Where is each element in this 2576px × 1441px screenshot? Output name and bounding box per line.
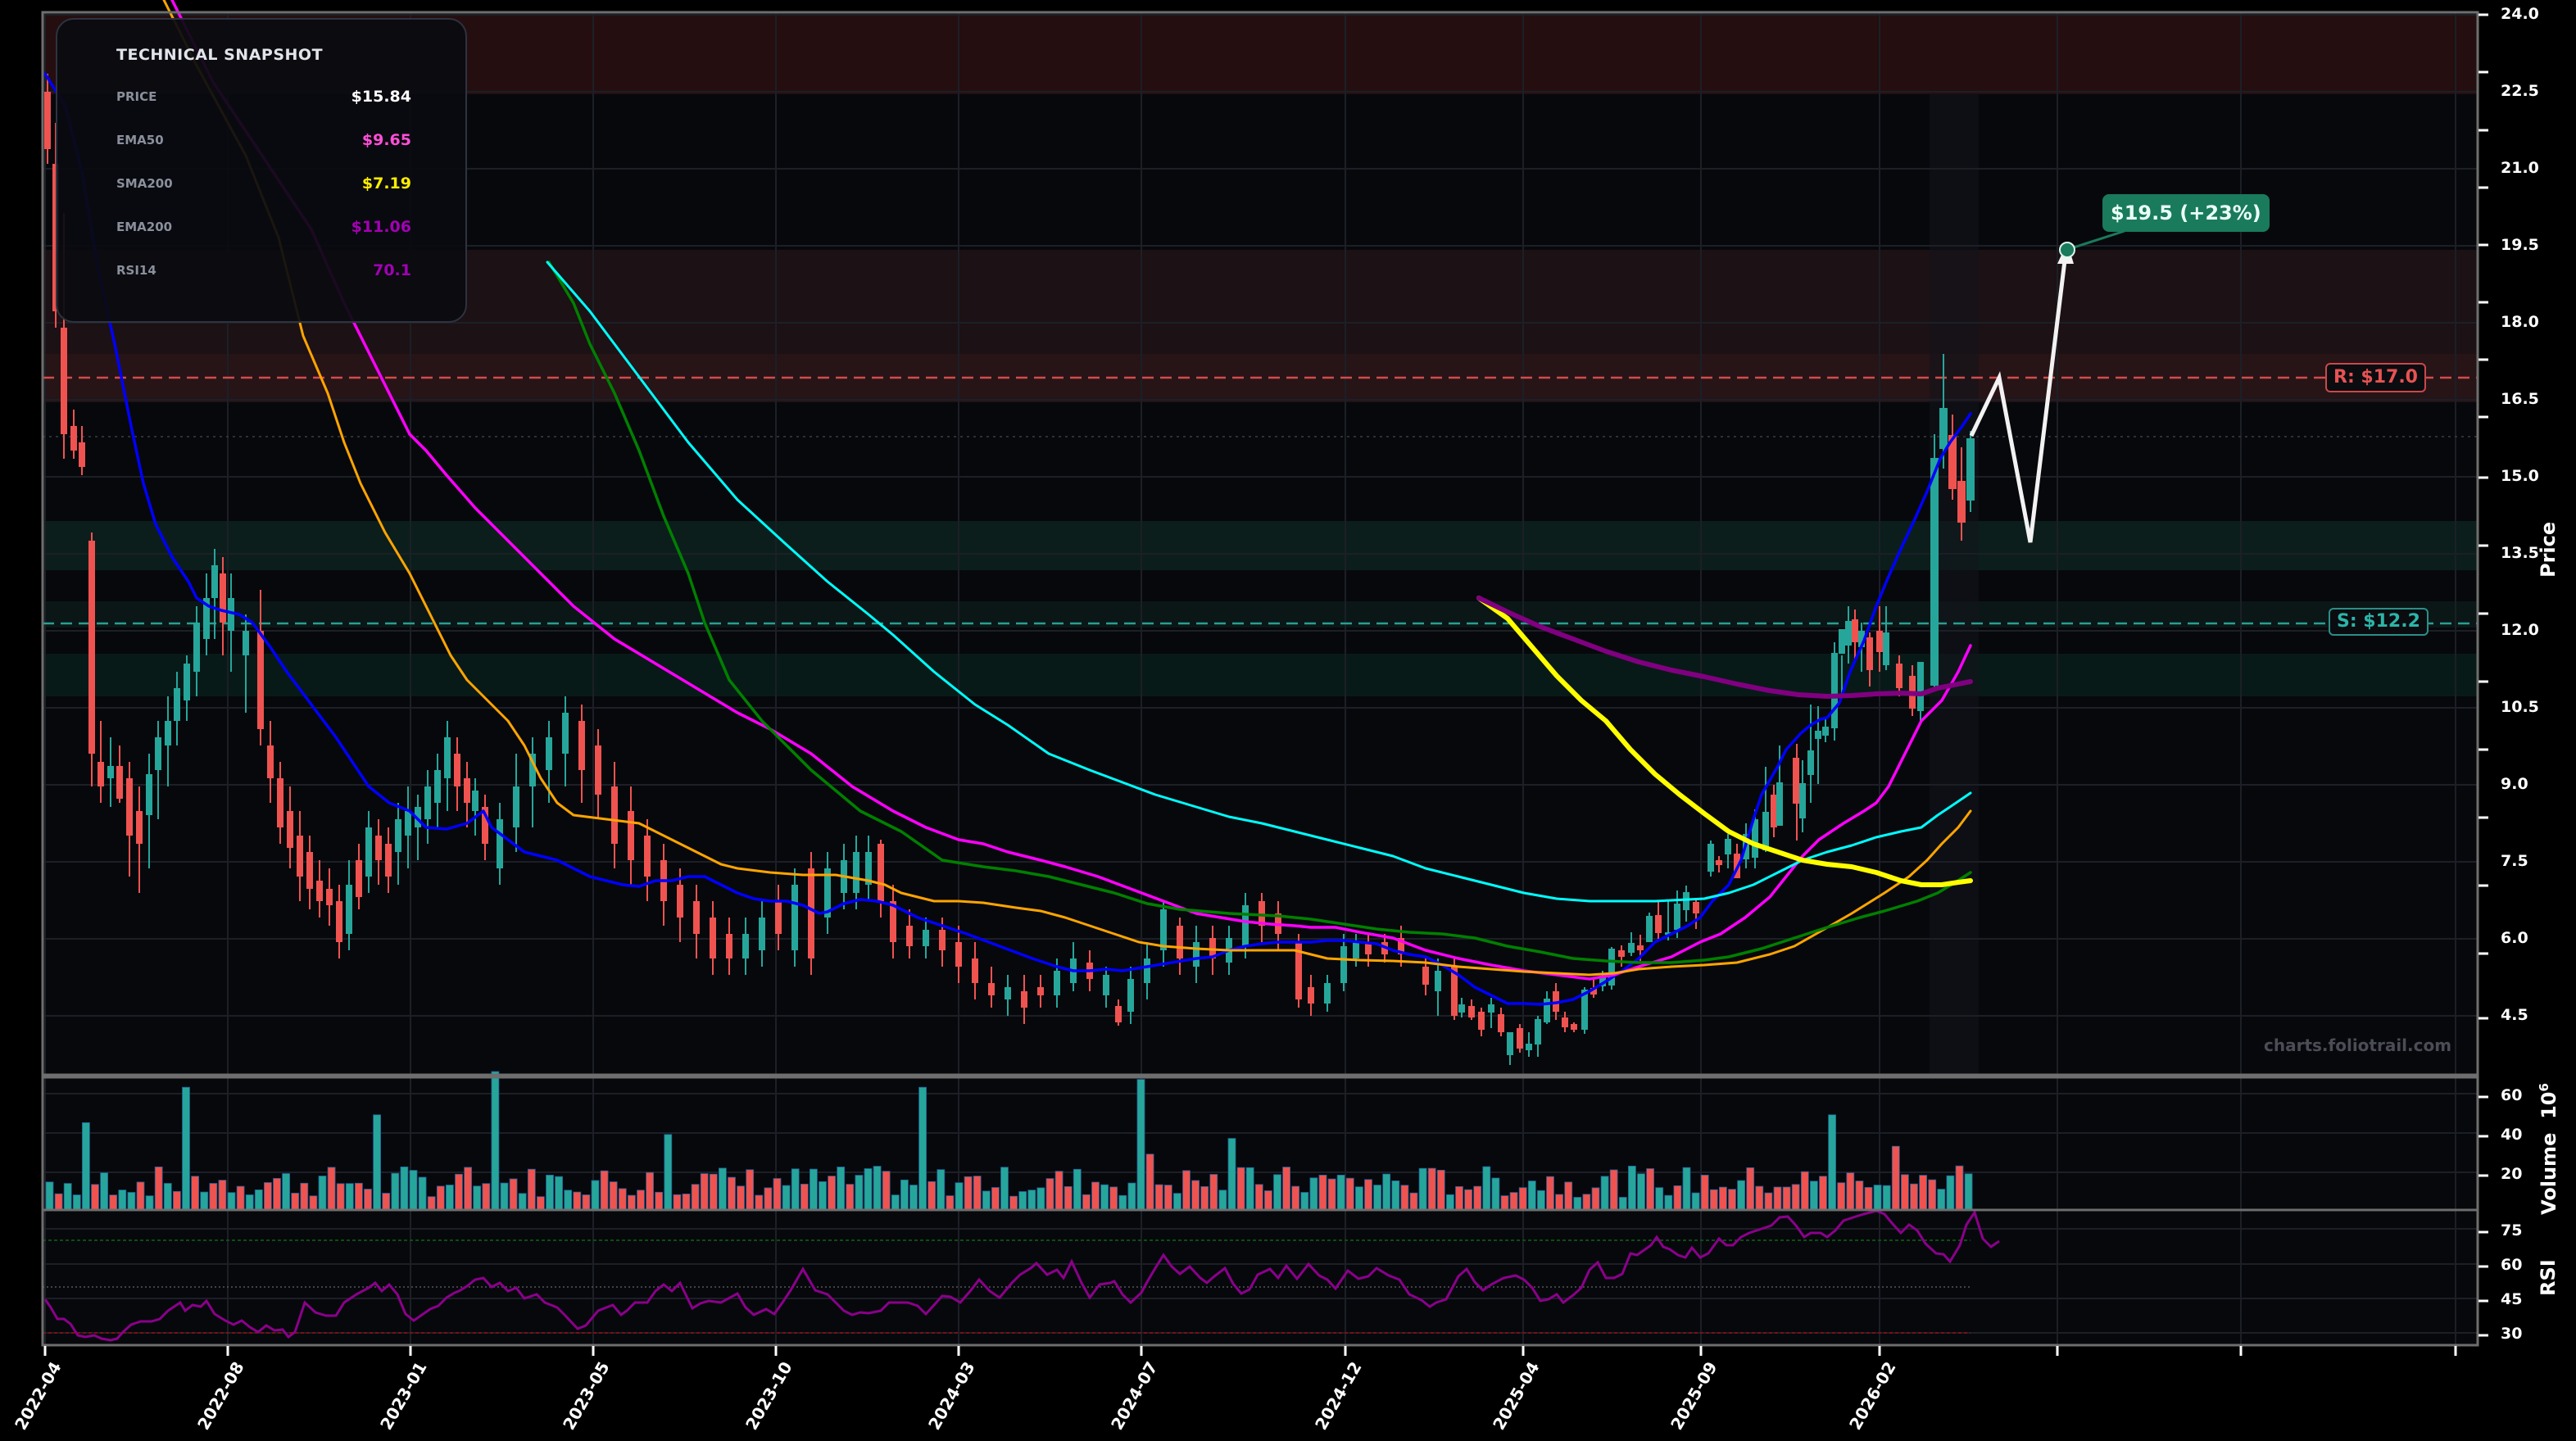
price-axis-title: Price xyxy=(2537,521,2560,578)
price-tick: 24.0 xyxy=(2501,5,2539,23)
price-tick: 18.0 xyxy=(2501,313,2539,331)
sma50-line xyxy=(162,0,1972,977)
price-tick: 15.0 xyxy=(2501,467,2539,485)
support-zones xyxy=(43,521,2478,696)
rsi-tick: 60 xyxy=(2501,1256,2523,1274)
rsi-panel-border xyxy=(41,1208,2479,1347)
rsi-tick: 75 xyxy=(2501,1221,2523,1239)
volume-tick: 40 xyxy=(2501,1126,2523,1144)
volume-tick: 20 xyxy=(2501,1165,2523,1183)
price-tick: 7.5 xyxy=(2501,852,2528,870)
snapshot-value: $11.06 xyxy=(351,218,411,236)
x-axis-ticks xyxy=(43,1346,2457,1356)
target-connector xyxy=(2070,229,2125,250)
ema50-line xyxy=(170,0,1972,981)
price-panel-border xyxy=(41,11,2479,1076)
ema20-line xyxy=(43,72,1972,1006)
price-tick: 16.5 xyxy=(2501,390,2539,408)
snapshot-value: $15.84 xyxy=(351,88,411,106)
sma200-line xyxy=(1476,596,1973,887)
price-tick: 10.5 xyxy=(2501,698,2539,716)
snapshot-value: 70.1 xyxy=(373,261,411,279)
watermark: charts.foliotrail.com xyxy=(2264,1035,2452,1055)
moving-averages xyxy=(43,0,1973,1006)
rsi-tick: 30 xyxy=(2501,1325,2523,1343)
gridlines xyxy=(43,12,2478,1344)
snapshot-label: SMA200 xyxy=(116,176,173,191)
ema200-line xyxy=(1476,596,1973,699)
target-point xyxy=(2059,242,2075,258)
snapshot-row-price: PRICE $15.84 xyxy=(116,88,411,114)
rsi-axis-title: RSI xyxy=(2537,1259,2560,1296)
price-tick: 6.0 xyxy=(2501,929,2528,947)
price-tick: 21.0 xyxy=(2501,159,2539,177)
support-label: S: $12.2 xyxy=(2329,608,2429,636)
snapshot-label: RSI14 xyxy=(116,263,156,278)
snapshot-label: PRICE xyxy=(116,89,157,104)
snapshot-row-ema200: EMA200 $11.06 xyxy=(116,218,411,244)
snapshot-label: EMA50 xyxy=(116,133,164,147)
sma100-line xyxy=(547,261,1972,964)
snapshot-row-ema50: EMA50 $9.65 xyxy=(116,131,411,157)
projection-path xyxy=(1969,253,2068,543)
volume-tick: 60 xyxy=(2501,1086,2523,1104)
rsi-line xyxy=(43,1209,2000,1342)
price-tick: 9.0 xyxy=(2501,775,2528,793)
ema100-line xyxy=(546,261,1972,903)
y-axis-ticks xyxy=(2478,13,2488,1337)
price-tick: 22.5 xyxy=(2501,82,2539,100)
price-tick: 4.5 xyxy=(2501,1006,2528,1024)
volume-axis-title: Volume 106 xyxy=(2537,1083,2560,1215)
rsi-tick: 45 xyxy=(2501,1290,2523,1308)
snapshot-title: TECHNICAL SNAPSHOT xyxy=(116,46,324,64)
price-tick: 12.0 xyxy=(2501,621,2539,639)
snapshot-value: $9.65 xyxy=(361,131,411,149)
resistance-label: R: $17.0 xyxy=(2325,363,2426,392)
snapshot-row-sma200: SMA200 $7.19 xyxy=(116,174,411,201)
volume-bars xyxy=(45,1071,1973,1210)
snapshot-value: $7.19 xyxy=(361,174,411,193)
price-tick: 13.5 xyxy=(2501,544,2539,562)
snapshot-label: EMA200 xyxy=(116,220,173,234)
rsi-panel xyxy=(43,1212,2478,1344)
price-tick: 19.5 xyxy=(2501,236,2539,254)
snapshot-row-rsi14: RSI14 70.1 xyxy=(116,261,411,288)
technical-snapshot-panel: TECHNICAL SNAPSHOT PRICE $15.84 EMA50 $9… xyxy=(56,18,467,323)
target-price-label: $19.5 (+23%) xyxy=(2102,194,2270,232)
